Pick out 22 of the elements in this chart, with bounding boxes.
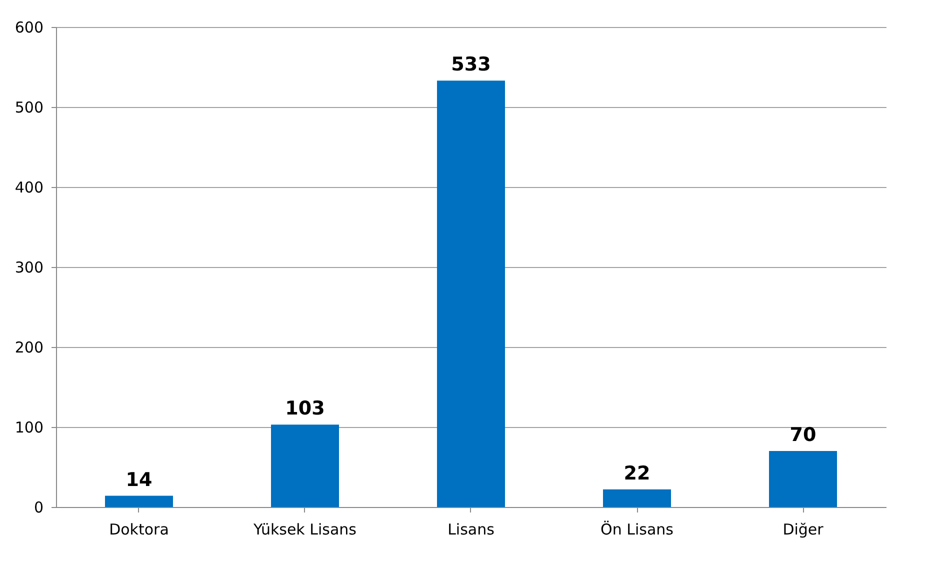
x-tick-label: Yüksek Lisans [252, 520, 357, 538]
x-tick-label: Lisans [448, 520, 495, 538]
y-tick-label: 400 [14, 178, 44, 196]
data-label: 533 [451, 54, 491, 76]
bar [603, 489, 671, 507]
y-tick-label: 500 [14, 98, 44, 116]
y-tick-label: 100 [14, 418, 44, 436]
data-label: 22 [624, 462, 650, 484]
x-tick-label: Ön Lisans [600, 520, 674, 538]
data-label: 70 [790, 424, 816, 446]
y-tick-label: 600 [14, 18, 44, 36]
bar [769, 451, 837, 507]
y-tick-label: 200 [14, 338, 44, 356]
y-tick-label: 300 [14, 258, 44, 276]
data-label: 14 [126, 468, 152, 491]
data-label: 103 [285, 398, 325, 420]
x-tick-label: Doktora [109, 520, 169, 538]
x-tick-label: Diğer [782, 520, 824, 538]
y-tick-label: 0 [34, 498, 44, 516]
bar [271, 424, 339, 507]
bar [105, 496, 173, 507]
bar [437, 80, 505, 507]
